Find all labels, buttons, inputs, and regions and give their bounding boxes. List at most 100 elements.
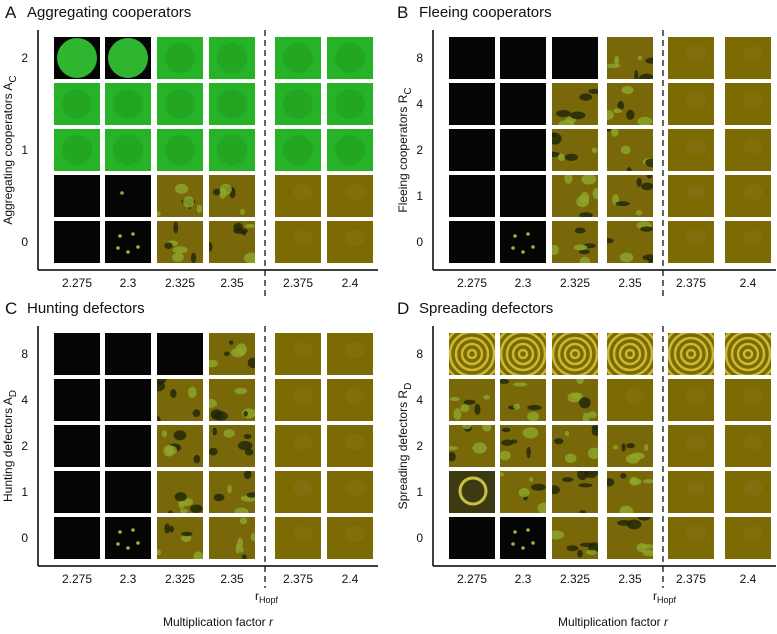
- y-axis-label-sub: D: [8, 390, 19, 397]
- tile-spot: [157, 549, 161, 556]
- tile-spot: [474, 403, 481, 415]
- tile-spot: [500, 379, 510, 384]
- tile-dot: [521, 546, 525, 550]
- x-tick-label: 2.4: [740, 276, 757, 290]
- tile: [552, 37, 598, 79]
- tile-spot: [181, 531, 193, 537]
- tile-spot: [566, 545, 579, 552]
- tile: [157, 83, 203, 125]
- tile-bg: [54, 221, 100, 263]
- tile-spot: [453, 408, 462, 421]
- tile-spot: [293, 230, 313, 246]
- tile: [725, 129, 771, 171]
- tile: [327, 471, 373, 513]
- tile-spot: [743, 434, 763, 450]
- tile-spot: [500, 472, 504, 477]
- tile: [327, 517, 373, 559]
- tile: [668, 425, 714, 467]
- tile-spot: [244, 252, 255, 263]
- tile: [54, 129, 100, 171]
- tile-bg: [157, 333, 203, 375]
- tile-spot: [166, 445, 177, 455]
- tile-spot: [642, 549, 653, 557]
- tile: [209, 129, 255, 171]
- tile: [105, 83, 151, 125]
- tile-spot: [212, 427, 218, 436]
- tile-spot: [607, 238, 614, 244]
- tile-spot: [579, 542, 596, 547]
- tile-stripe: [612, 336, 648, 372]
- tile-dot: [511, 246, 515, 250]
- tile-spot: [607, 63, 621, 69]
- y-tick-label: 2: [416, 439, 423, 453]
- hopf-label-sub: Hopf: [657, 595, 677, 605]
- tile-bg: [500, 83, 546, 125]
- tile-spot: [227, 484, 232, 494]
- tile-spot: [629, 476, 639, 486]
- x-tick-label: 2.375: [283, 572, 313, 586]
- tile-spot: [561, 477, 574, 483]
- y-axis-label: Hunting defectors AD: [1, 390, 19, 502]
- tile-stripe: [500, 333, 546, 375]
- tile-stripe: [730, 336, 766, 372]
- y-tick-label: 8: [416, 347, 423, 361]
- tile-bg: [607, 471, 653, 513]
- tile: [725, 517, 771, 559]
- tile-stripe: [685, 348, 697, 360]
- x-tick-label: 2.275: [62, 572, 92, 586]
- tile-bg: [105, 379, 151, 421]
- tile: [449, 379, 495, 421]
- hopf-label: rHopf: [255, 589, 279, 605]
- tile-spot: [157, 210, 161, 217]
- tile-spot: [462, 425, 472, 430]
- x-tick-label: 2.3: [120, 572, 137, 586]
- tile-spot: [209, 398, 217, 408]
- tile: [607, 37, 653, 79]
- tile: [105, 425, 151, 467]
- tile-spot: [626, 109, 635, 120]
- tile: [725, 333, 771, 375]
- tile-spot: [611, 129, 619, 137]
- tile-spot: [686, 434, 706, 450]
- tile-spot: [579, 212, 593, 217]
- tile: [275, 175, 321, 217]
- tile-dot: [531, 541, 535, 545]
- tile-bg: [449, 83, 495, 125]
- tile: [327, 129, 373, 171]
- tile-spot: [193, 454, 201, 464]
- tile-bg: [54, 471, 100, 513]
- tile-spot: [161, 430, 168, 438]
- tile: [54, 37, 100, 79]
- tile-bg: [552, 37, 598, 79]
- tile-bg: [552, 221, 598, 263]
- tile: [157, 471, 203, 513]
- tile: [105, 129, 151, 171]
- tile-bg: [209, 517, 255, 559]
- tile-spot: [585, 549, 598, 555]
- tile: [157, 221, 203, 263]
- x-tick-label: 2.35: [220, 276, 244, 290]
- tile-spot: [613, 108, 623, 114]
- tile: [668, 517, 714, 559]
- tile-spot: [518, 488, 530, 498]
- tile-spot: [187, 386, 197, 398]
- tile: [54, 221, 100, 263]
- tile-bg: [500, 517, 546, 559]
- tile-spot: [686, 526, 706, 542]
- tile: [668, 37, 714, 79]
- tile: [552, 425, 598, 467]
- x-axis-label-var: r: [269, 615, 274, 629]
- tile-spot: [579, 93, 593, 101]
- tile-spot: [213, 493, 225, 502]
- tile-stripe: [624, 348, 636, 360]
- tile: [209, 517, 255, 559]
- tile: [275, 333, 321, 375]
- tile-spot: [501, 427, 511, 433]
- tile-stripe: [569, 348, 581, 360]
- panel-title: Aggregating cooperators: [27, 4, 191, 21]
- tile-bg: [105, 425, 151, 467]
- tile-spot: [449, 451, 456, 462]
- tile: [668, 333, 714, 375]
- tile-bg: [449, 129, 495, 171]
- tile-dot: [120, 191, 124, 195]
